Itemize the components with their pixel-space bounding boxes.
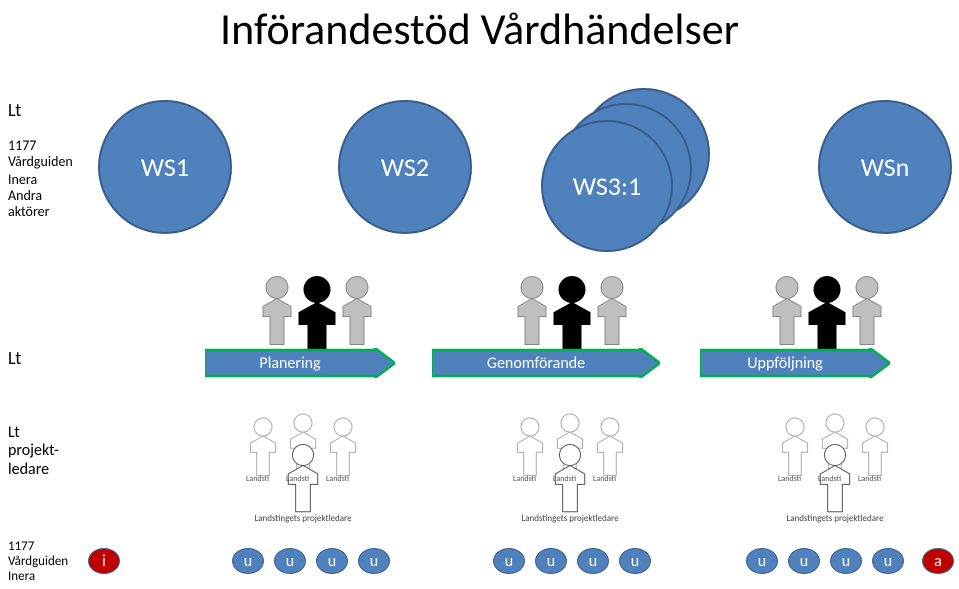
pm-cap-small: Landsti [778, 474, 801, 484]
wsn-circle-label: WSn [861, 151, 910, 183]
oval-u-1-1-label: u [547, 552, 555, 571]
pm-group-1: Landsti Landsti Landsti Landstingets projek… [218, 404, 388, 524]
oval-u-1-2: u [577, 548, 609, 574]
pm-cap-small: Landsti [818, 474, 841, 484]
oval-u-2-2-label: u [842, 552, 850, 571]
pm-cap-lead: Landstingets projektledare [218, 513, 388, 524]
oval-u-0-1-label: u [286, 552, 294, 571]
oval-u-1-2-label: u [589, 552, 597, 571]
page-title: Införandestöd Vårdhändelser [0, 2, 959, 56]
oval-u-1-1: u [535, 548, 567, 574]
oval-u-1-0: u [493, 548, 525, 574]
oval-u-2-0: u [746, 548, 778, 574]
oval-u-2-2: u [830, 548, 862, 574]
oval-u-1-0-label: u [505, 552, 513, 571]
side-label-vardguiden: 1177 Vårdguiden [8, 138, 73, 170]
ws1-circle: WS1 [98, 100, 232, 234]
oval-u-0-1: u [274, 548, 306, 574]
oval-u-2-3: u [872, 548, 904, 574]
pm-cap-small: Landsti [593, 474, 616, 484]
pm-cap-small: Landsti [553, 474, 576, 484]
pm-cap-small: Landsti [326, 474, 349, 484]
pm-group-2: Landsti Landsti Landsti Landstingets projek… [485, 404, 655, 524]
pm-cap-small: Landsti [858, 474, 881, 484]
oval-a: a [922, 548, 954, 574]
phase-arrow-2: Genomförande [432, 348, 660, 378]
oval-i-label: i [102, 552, 106, 571]
oval-u-0-2: u [316, 548, 348, 574]
oval-u-2-1-label: u [800, 552, 808, 571]
ws3-circle-front-label: WS3:1 [573, 170, 641, 202]
oval-u-1-3: u [619, 548, 651, 574]
phase-arrow-label: Planering [205, 348, 375, 378]
oval-u-0-3-label: u [370, 552, 378, 571]
ws2-circle-label: WS2 [381, 151, 429, 183]
oval-i: i [88, 548, 120, 574]
phase-arrow-label: Genomförande [432, 348, 640, 378]
side-label-bottom: 1177 Vårdguiden Inera [8, 540, 68, 585]
oval-a-label: a [934, 552, 942, 571]
pm-cap-small: Landsti [246, 474, 269, 484]
side-label-lt_pm: Lt projekt- ledare [8, 424, 59, 479]
ws3-circle-front: WS3:1 [541, 120, 673, 252]
pm-cap-lead: Landstingets projektledare [485, 513, 655, 524]
side-label-inera: Inera [8, 172, 37, 188]
oval-u-2-0-label: u [758, 552, 766, 571]
oval-u-0-0: u [232, 548, 264, 574]
oval-u-1-3-label: u [631, 552, 639, 571]
oval-u-0-3: u [358, 548, 390, 574]
oval-u-0-0-label: u [244, 552, 252, 571]
phase-arrow-1: Planering [205, 348, 395, 378]
side-label-lt_mid: Lt [8, 348, 21, 369]
ws1-circle-label: WS1 [141, 151, 189, 183]
phase-arrow-label: Uppföljning [700, 348, 870, 378]
pm-group-3: Landsti Landsti Landsti Landstingets projek… [750, 404, 920, 524]
pm-cap-small: Landsti [513, 474, 536, 484]
pm-cap-lead: Landstingets projektledare [750, 513, 920, 524]
wsn-circle: WSn [818, 100, 952, 234]
oval-u-2-3-label: u [884, 552, 892, 571]
phase-arrow-3: Uppföljning [700, 348, 890, 378]
side-label-andra: Andra aktörer [8, 188, 49, 220]
oval-u-2-1: u [788, 548, 820, 574]
ws2-circle: WS2 [338, 100, 472, 234]
pm-cap-small: Landsti [286, 474, 309, 484]
side-label-lt_top: Lt [8, 100, 21, 121]
oval-u-0-2-label: u [328, 552, 336, 571]
